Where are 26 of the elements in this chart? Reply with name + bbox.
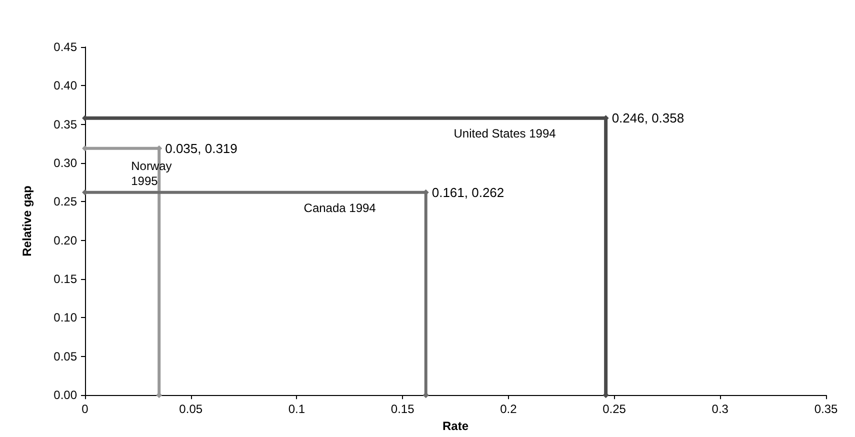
y-tick-label: 0.40: [54, 78, 78, 93]
annotation: 0.246, 0.358: [612, 110, 684, 126]
x-tick-label: 0.15: [390, 402, 415, 416]
y-tick-label: 0.30: [54, 156, 78, 170]
y-tick-label: 0.35: [54, 117, 78, 132]
y-tick-label: 0.05: [54, 349, 78, 364]
y-tick-label: 0.10: [54, 310, 78, 325]
x-tick-label: 0.05: [179, 402, 203, 416]
x-axis-title: Rate: [442, 419, 469, 433]
y-tick-label: 0.00: [54, 388, 78, 402]
x-tick-label: 0.2: [500, 402, 518, 416]
y-tick-label: 0.45: [54, 40, 78, 54]
y-tick-label: 0.25: [54, 194, 78, 209]
series-label: United States 1994: [454, 126, 556, 141]
series-label: Norway 1995: [131, 158, 176, 188]
y-axis-title: Relative gap: [20, 186, 34, 256]
x-tick-label: 0.35: [814, 402, 838, 416]
annotation: 0.035, 0.319: [165, 140, 238, 156]
x-tick-label: 0: [82, 402, 89, 416]
x-tick-label: 0.1: [288, 402, 306, 416]
annotation: 0.161, 0.262: [432, 184, 504, 200]
x-tick-label: 0.25: [602, 402, 626, 416]
series-label: Canada 1994: [304, 200, 376, 215]
x-tick-label: 0.3: [712, 402, 729, 416]
y-tick-label: 0.20: [54, 233, 78, 248]
y-tick-label: 0.15: [54, 272, 78, 286]
